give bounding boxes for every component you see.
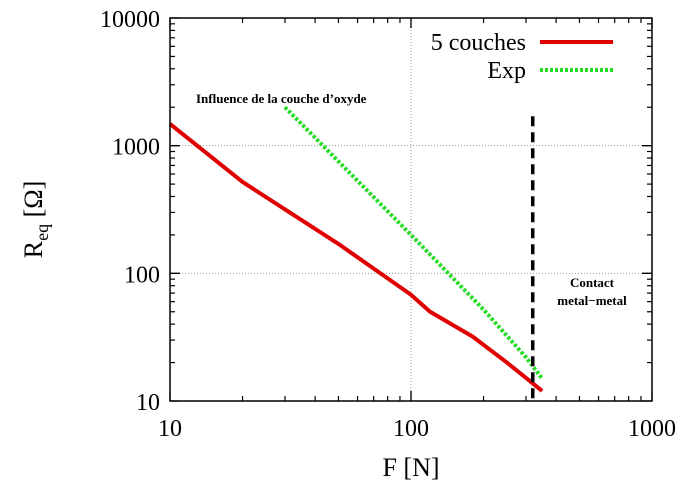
annotations: Influence de la couche d’oxyde Contact met… bbox=[196, 91, 627, 308]
y-axis-title: Req [Ω] bbox=[19, 181, 52, 258]
annotation-2-line-2: metal−metal bbox=[557, 293, 627, 308]
legend-label-1: 5 couches bbox=[431, 30, 526, 56]
x-tick-label: 10 bbox=[158, 416, 182, 442]
annotation-1-line-1: Influence de la couche d’oxyde bbox=[196, 91, 367, 106]
series-layer bbox=[168, 105, 544, 393]
y-tick-label: 100 bbox=[124, 262, 160, 288]
x-tick-label: 1000 bbox=[628, 416, 676, 442]
series-line-2 bbox=[283, 105, 544, 380]
x-axis-title: F [N] bbox=[382, 453, 439, 482]
y-tick-label: 1000 bbox=[112, 135, 160, 161]
legend-label-2: Exp bbox=[487, 58, 526, 84]
tick-labels: 10 100 1000 10 100 1000 10000 bbox=[100, 7, 676, 442]
grid bbox=[170, 18, 652, 401]
y-axis-title-main: R bbox=[19, 240, 48, 258]
y-tick-label: 10 bbox=[136, 390, 160, 416]
ticks bbox=[169, 17, 653, 402]
x-tick-label: 100 bbox=[393, 416, 429, 442]
y-tick-label: 10000 bbox=[100, 7, 160, 33]
annotation-2-line-1: Contact bbox=[570, 275, 615, 290]
y-axis-title-sub: eq bbox=[32, 224, 52, 241]
y-axis-title-unit: [Ω] bbox=[19, 181, 48, 224]
series-line-1 bbox=[168, 122, 544, 393]
